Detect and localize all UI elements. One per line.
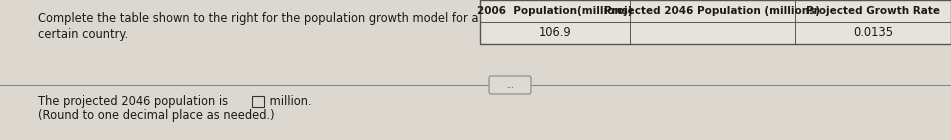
- Text: 106.9: 106.9: [538, 26, 572, 39]
- Bar: [480, 0, 951, 44]
- Text: Projected 2046 Population (millions): Projected 2046 Population (millions): [605, 6, 821, 16]
- Text: certain country.: certain country.: [38, 28, 128, 41]
- Bar: [252, 96, 264, 107]
- Text: 0.0135: 0.0135: [853, 26, 893, 39]
- Bar: [480, 0, 951, 44]
- Text: Complete the table shown to the right for the population growth model for a: Complete the table shown to the right fo…: [38, 12, 478, 25]
- Text: (Round to one decimal place as needed.): (Round to one decimal place as needed.): [38, 109, 275, 122]
- Text: 2006  Population(millions): 2006 Population(millions): [477, 6, 632, 16]
- FancyBboxPatch shape: [489, 76, 531, 94]
- Text: ...: ...: [506, 80, 514, 89]
- Text: million.: million.: [266, 95, 312, 108]
- Text: Projected Growth Rate: Projected Growth Rate: [806, 6, 940, 16]
- Text: The projected 2046 population is: The projected 2046 population is: [38, 95, 232, 108]
